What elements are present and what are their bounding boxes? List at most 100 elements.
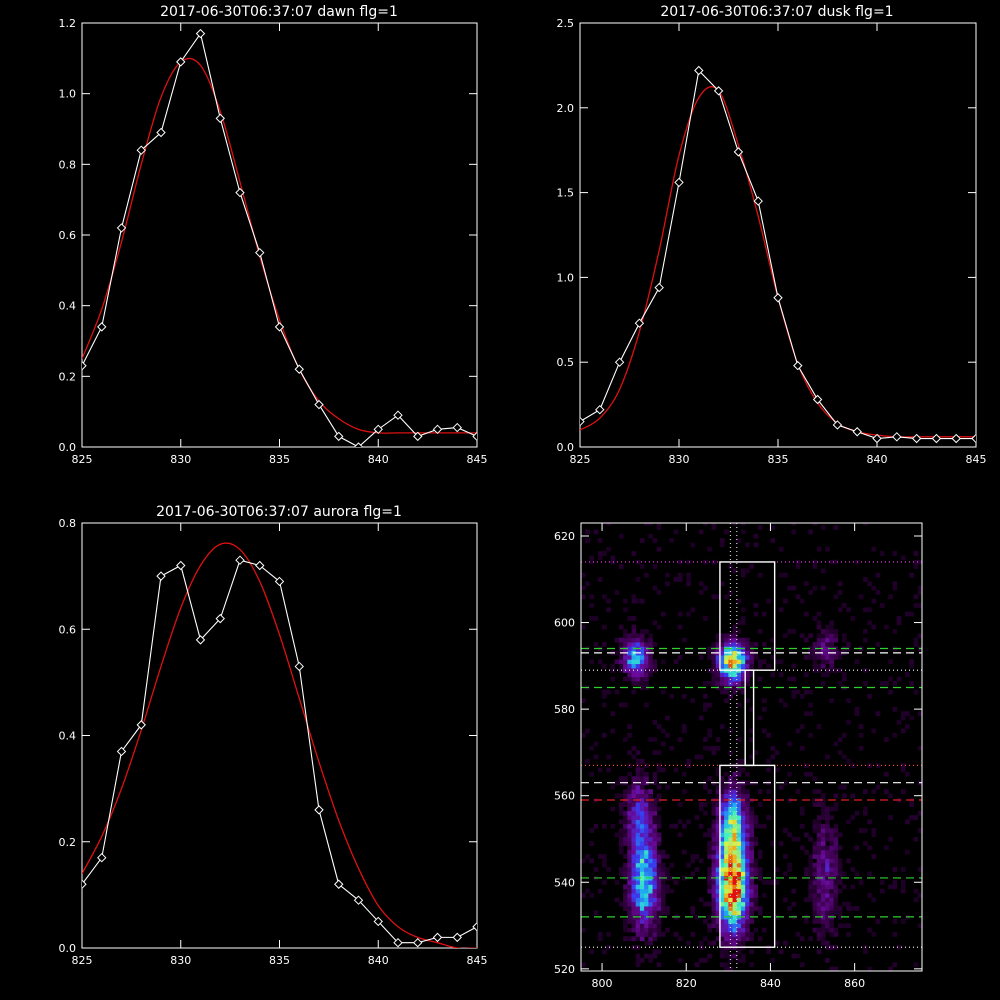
heatmap-cell [627, 797, 632, 803]
heatmap-cell [740, 897, 746, 903]
heatmap-cell [648, 953, 653, 959]
heatmap-cell [606, 754, 611, 760]
heatmap-cell [816, 637, 822, 643]
heatmap-cell [719, 676, 725, 682]
dawn-data-point [156, 127, 166, 138]
heatmap-cell [846, 906, 851, 911]
aurora-y-tick-label: 0.8 [59, 517, 77, 530]
heatmap-cell [753, 819, 759, 825]
heatmap-cell [631, 810, 637, 816]
heatmap-cell [842, 923, 847, 929]
heatmap-cell [854, 711, 860, 717]
heatmap-cell [623, 888, 628, 894]
heatmap-cell [766, 789, 771, 794]
heatmap-cell [711, 836, 717, 842]
heatmap-cell [682, 724, 687, 730]
spectrogram-y-tick-label: 620 [554, 530, 575, 543]
heatmap-cell [707, 655, 712, 660]
heatmap-cell [660, 897, 666, 903]
heatmap-cell [614, 880, 620, 885]
heatmap-cell [913, 897, 919, 903]
heatmap-cell [820, 936, 826, 942]
heatmap-cell [770, 841, 776, 846]
heatmap-cell [627, 810, 632, 816]
heatmap-cell [715, 867, 721, 872]
heatmap-cell [631, 901, 637, 907]
heatmap-cell [820, 836, 826, 842]
dawn-data-point [116, 223, 127, 233]
spectrogram-x-tick-label: 820 [676, 977, 697, 990]
heatmap-cell [623, 702, 628, 708]
heatmap-cell [644, 672, 649, 678]
dusk-x-tick-label: 835 [768, 453, 789, 466]
heatmap-cell [635, 758, 641, 764]
heatmap-cell [639, 810, 645, 816]
heatmap-cell [648, 633, 653, 639]
heatmap-cell [631, 841, 637, 846]
heatmap-cell [703, 680, 708, 686]
heatmap-cell [825, 754, 830, 760]
heatmap-cell [825, 546, 830, 552]
heatmap-cell [724, 923, 729, 929]
heatmap-cell [732, 568, 738, 574]
heatmap-cell [820, 568, 826, 574]
heatmap-cell [846, 607, 851, 613]
heatmap-cell [644, 659, 649, 665]
heatmap-cell [652, 897, 658, 903]
heatmap-cell [652, 854, 658, 859]
heatmap-cell [732, 910, 738, 916]
heatmap-cell [783, 897, 788, 903]
dawn-y-tick-label: 0.0 [59, 441, 77, 454]
heatmap-cell [740, 680, 746, 686]
heatmap-cell [639, 875, 645, 881]
heatmap-cell [820, 663, 826, 669]
dawn-y-tick-label: 0.6 [59, 229, 77, 242]
heatmap-cell [736, 910, 742, 916]
heatmap-cell [850, 763, 856, 768]
heatmap-cell [900, 884, 906, 890]
heatmap-cell [644, 776, 649, 781]
heatmap-cell [820, 815, 826, 820]
heatmap-cell [732, 819, 738, 825]
dawn-y-tick-label: 1.2 [59, 17, 77, 30]
heatmap-cell [808, 867, 813, 872]
heatmap-cell [749, 936, 755, 942]
spectrogram-x-tick-label: 840 [760, 977, 781, 990]
heatmap-cell [627, 819, 632, 825]
heatmap-cell [665, 910, 670, 916]
heatmap-cell [593, 529, 599, 535]
heatmap-cell [829, 668, 834, 673]
heatmap-cell [745, 919, 750, 924]
spectrogram-x-tick-label: 860 [844, 977, 865, 990]
heatmap-cell [660, 767, 666, 773]
heatmap-cell [732, 523, 738, 526]
heatmap-cell [816, 546, 822, 552]
heatmap-cell [639, 767, 645, 773]
heatmap-cell [745, 802, 750, 807]
heatmap-cell [745, 901, 750, 907]
heatmap-cell [660, 867, 666, 872]
heatmap-cell [644, 793, 649, 799]
heatmap-cell [833, 910, 839, 916]
heatmap-cell [846, 698, 851, 704]
heatmap-cell [686, 572, 691, 578]
heatmap-cell [816, 888, 822, 894]
heatmap-selection-box [744, 669, 755, 767]
dawn-data-point [413, 431, 423, 442]
dawn-y-tick-label: 0.4 [59, 300, 77, 313]
heatmap-cell [770, 655, 776, 660]
heatmap-cell [837, 845, 843, 851]
heatmap-cell [749, 728, 755, 734]
heatmap-cell [593, 616, 599, 621]
heatmap-cell [635, 962, 641, 968]
heatmap-cell [795, 953, 801, 959]
heatmap-cell [825, 906, 830, 911]
heatmap-cell [635, 884, 641, 890]
heatmap-cell [698, 940, 704, 946]
heatmap-cell [740, 819, 746, 825]
heatmap-cell [736, 906, 742, 911]
heatmap-cell [740, 823, 746, 829]
heatmap-cell [799, 962, 805, 968]
heatmap-cell [581, 572, 586, 578]
heatmap-cell [892, 629, 898, 634]
